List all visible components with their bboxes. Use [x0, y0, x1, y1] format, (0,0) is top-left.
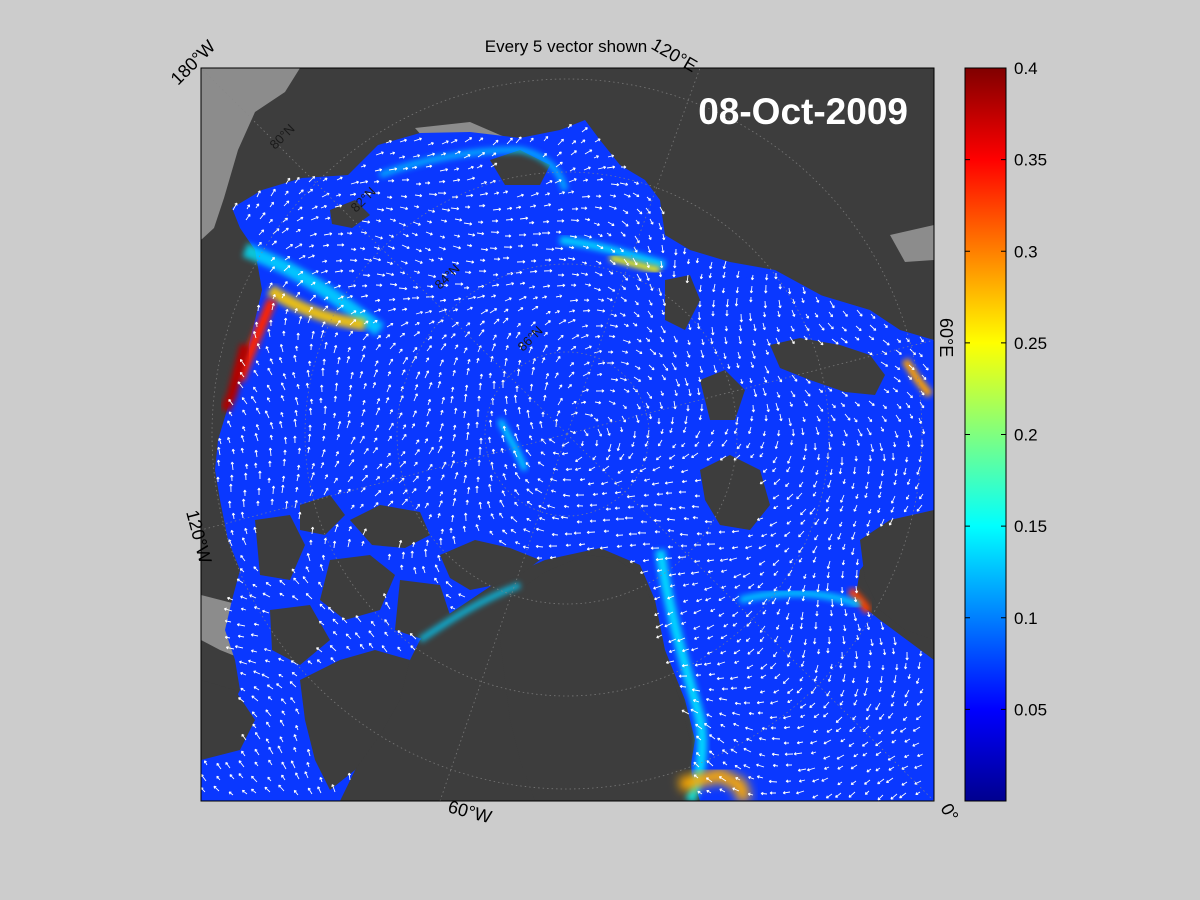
meridian: [439, 433, 568, 801]
latitude-circle: [484, 351, 650, 517]
high-speed-zone: [242, 243, 385, 336]
speed-highlights: [220, 146, 934, 801]
latitude-circle: [304, 171, 830, 697]
latitude-circle: [211, 78, 923, 790]
vector-arrows: [201, 123, 929, 801]
high-speed-zone: [847, 587, 872, 614]
colorbar-tick-label: 0.1: [1014, 609, 1038, 628]
map-frame: [200, 67, 935, 802]
latitude-circle: [396, 263, 738, 605]
colorbar-gradient: [964, 67, 1007, 802]
meridian: [566, 339, 934, 435]
no-data-area: [201, 68, 300, 240]
colorbar-tick-label: 0.15: [1014, 517, 1047, 536]
high-speed-zone: [418, 582, 522, 643]
high-speed-zone: [901, 357, 934, 398]
meridian: [566, 68, 701, 435]
figure-title: Every 5 vector shown: [485, 37, 648, 56]
drift-vectors: [201, 123, 929, 801]
colorbar: 0.4 0.35 0.3 0.25 0.2 0.15 0.1 0.05: [964, 59, 1047, 802]
longitude-label: 60°E: [936, 318, 956, 357]
franz-josef-land: [700, 370, 745, 420]
ellesmere-island: [440, 540, 540, 590]
baffin-island: [300, 650, 410, 790]
canadian-island: [300, 495, 345, 535]
meridian: [201, 68, 568, 435]
high-speed-zone: [497, 418, 528, 472]
svalbard: [700, 455, 770, 530]
scandinavia: [860, 510, 934, 640]
colorbar-tick-label: 0.3: [1014, 242, 1038, 261]
no-data-area: [890, 225, 934, 262]
meridian: [566, 433, 934, 801]
novaya-zemlya: [770, 338, 885, 395]
map-panel: 86°N 84°N 82°N 80°N 08-Oct-2009: [201, 68, 934, 801]
high-speed-zone: [378, 146, 568, 191]
graticule: [201, 68, 934, 801]
severnaya-zemlya: [665, 275, 700, 330]
greenland: [500, 555, 692, 801]
canadian-island: [350, 505, 430, 548]
meridian: [201, 433, 568, 531]
canadian-island: [395, 580, 450, 640]
canadian-island: [255, 515, 305, 580]
new-siberian-islands: [490, 150, 550, 185]
high-speed-zone: [739, 589, 862, 609]
colorbar-tick-label: 0.4: [1014, 59, 1038, 78]
colorbar-ticks: 0.4 0.35 0.3 0.25 0.2 0.15 0.1 0.05: [965, 59, 1047, 719]
colorbar-tick-label: 0.2: [1014, 426, 1038, 445]
canadian-island: [320, 555, 395, 620]
colorbar-tick-label: 0.25: [1014, 334, 1047, 353]
high-speed-zone: [678, 767, 752, 801]
longitude-label: 0°: [937, 800, 963, 825]
high-speed-zone: [266, 284, 366, 331]
colorbar-tick-label: 0.35: [1014, 151, 1047, 170]
date-stamp: 08-Oct-2009: [698, 91, 908, 132]
colorbar-tick-label: 0.05: [1014, 700, 1047, 719]
